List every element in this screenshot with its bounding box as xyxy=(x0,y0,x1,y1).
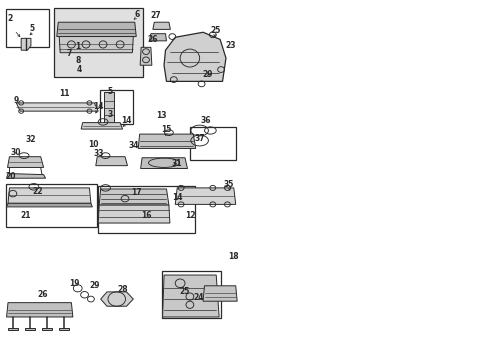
Text: 31: 31 xyxy=(172,159,182,168)
Polygon shape xyxy=(59,328,69,330)
Polygon shape xyxy=(162,275,219,317)
Polygon shape xyxy=(104,92,114,123)
Text: 25: 25 xyxy=(180,287,190,296)
Polygon shape xyxy=(6,174,45,178)
Bar xyxy=(189,127,236,160)
Polygon shape xyxy=(8,328,18,330)
Text: 35: 35 xyxy=(223,180,234,189)
Polygon shape xyxy=(25,328,35,330)
Text: 2: 2 xyxy=(8,14,13,23)
Text: 21: 21 xyxy=(21,211,31,220)
Text: 6: 6 xyxy=(134,10,140,19)
Text: 5: 5 xyxy=(107,86,112,95)
Text: 12: 12 xyxy=(185,211,196,220)
Polygon shape xyxy=(42,328,52,330)
Polygon shape xyxy=(57,22,136,37)
Bar xyxy=(161,271,221,318)
Text: 5: 5 xyxy=(30,24,35,33)
Polygon shape xyxy=(6,203,92,207)
Polygon shape xyxy=(8,188,91,203)
Polygon shape xyxy=(140,47,152,65)
Text: 27: 27 xyxy=(150,10,161,19)
Text: 22: 22 xyxy=(32,187,42,196)
Text: 29: 29 xyxy=(202,70,213,79)
Text: 26: 26 xyxy=(37,289,47,298)
Bar xyxy=(100,90,133,125)
Polygon shape xyxy=(59,37,133,53)
Text: 26: 26 xyxy=(147,35,158,44)
Polygon shape xyxy=(175,188,235,204)
Text: 8: 8 xyxy=(75,57,80,66)
Text: 29: 29 xyxy=(89,281,100,290)
Polygon shape xyxy=(16,103,98,111)
Text: 7: 7 xyxy=(66,49,72,58)
Polygon shape xyxy=(98,205,169,223)
Polygon shape xyxy=(138,134,195,148)
Text: 1: 1 xyxy=(75,42,80,51)
Text: 17: 17 xyxy=(131,188,141,197)
Polygon shape xyxy=(99,189,168,205)
Polygon shape xyxy=(96,157,127,166)
Bar xyxy=(5,9,49,47)
Text: 24: 24 xyxy=(193,293,203,302)
Polygon shape xyxy=(7,157,43,167)
Text: 13: 13 xyxy=(156,111,166,120)
Text: 14: 14 xyxy=(172,193,182,202)
Text: 3: 3 xyxy=(107,110,112,119)
Text: 33: 33 xyxy=(94,149,104,158)
Text: 34: 34 xyxy=(128,141,138,150)
Text: 20: 20 xyxy=(5,172,16,181)
Bar xyxy=(5,184,97,227)
Text: 10: 10 xyxy=(88,140,99,149)
Polygon shape xyxy=(149,34,166,41)
Text: 11: 11 xyxy=(59,89,69,98)
Text: 16: 16 xyxy=(141,211,151,220)
Text: 30: 30 xyxy=(10,148,20,157)
Polygon shape xyxy=(21,39,31,50)
Polygon shape xyxy=(81,123,122,129)
Polygon shape xyxy=(102,123,116,125)
Text: 37: 37 xyxy=(194,134,204,143)
Polygon shape xyxy=(101,292,133,306)
Polygon shape xyxy=(203,286,237,301)
Polygon shape xyxy=(153,22,170,30)
Text: 15: 15 xyxy=(161,125,171,134)
Text: 14: 14 xyxy=(121,116,131,125)
Text: 28: 28 xyxy=(117,285,128,294)
Text: 9: 9 xyxy=(14,96,19,105)
Text: 18: 18 xyxy=(228,252,239,261)
Text: 19: 19 xyxy=(69,279,80,288)
Text: 14: 14 xyxy=(93,102,103,111)
Polygon shape xyxy=(141,158,187,168)
Text: 4: 4 xyxy=(77,65,82,74)
Text: 32: 32 xyxy=(26,135,36,144)
Bar xyxy=(54,8,143,77)
Text: 25: 25 xyxy=(210,26,220,35)
Bar xyxy=(98,186,194,233)
Polygon shape xyxy=(163,32,225,81)
Polygon shape xyxy=(6,303,73,317)
Text: 36: 36 xyxy=(200,116,210,125)
Text: 23: 23 xyxy=(225,41,236,50)
